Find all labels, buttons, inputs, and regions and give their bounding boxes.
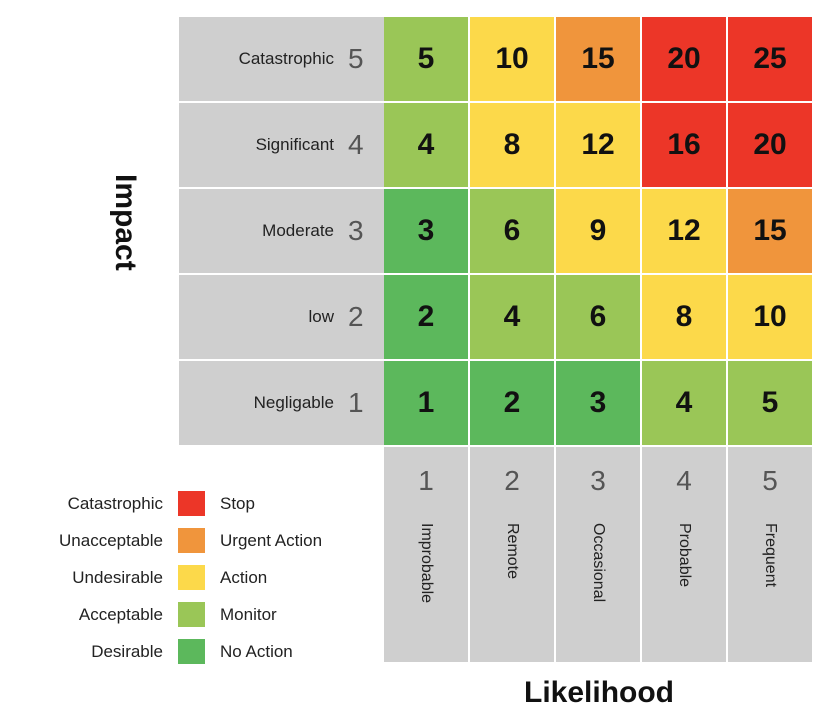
legend-swatch	[178, 602, 205, 627]
impact-level: 3	[348, 215, 364, 246]
risk-matrix: Catastrophic 5 5 10 15 20 25 Significant 4 4…	[179, 17, 814, 447]
likelihood-level: 2	[504, 465, 520, 496]
legend-row-stop: Catastrophic Stop	[20, 486, 365, 523]
risk-score-cell: 5	[384, 17, 468, 101]
legend-rating: Desirable	[91, 642, 163, 661]
likelihood-label: Occasional	[590, 523, 607, 603]
impact-row-header: low 2	[179, 275, 384, 359]
legend-swatch	[178, 565, 205, 590]
likelihood-col-5: 5 Frequent	[728, 447, 812, 662]
legend-action: Urgent Action	[220, 531, 323, 550]
risk-score-cell: 3	[384, 189, 468, 273]
legend-row-urgent-action: Unacceptable Urgent Action	[20, 523, 365, 560]
risk-score-cell: 5	[728, 361, 812, 445]
impact-row-header: Moderate 3	[179, 189, 384, 273]
risk-score-cell: 6	[470, 189, 554, 273]
impact-row-2: low 2 2 4 6 8 10	[179, 275, 814, 361]
risk-score-cell: 4	[470, 275, 554, 359]
risk-score-cell: 2	[470, 361, 554, 445]
legend-row-action: Undesirable Action	[20, 560, 365, 597]
likelihood-axis-title: Likelihood	[524, 676, 674, 709]
legend-swatch	[178, 639, 205, 664]
risk-score-cell: 15	[728, 189, 812, 273]
impact-axis-label: Impact	[109, 174, 142, 271]
likelihood-col-3: 3 Occasional	[556, 447, 640, 662]
likelihood-col-1: 1 Improbable	[384, 447, 468, 662]
risk-score-cell: 4	[642, 361, 726, 445]
risk-score-cell: 20	[642, 17, 726, 101]
likelihood-label: Frequent	[762, 523, 779, 588]
risk-score-cell: 12	[556, 103, 640, 187]
risk-score-cell: 12	[642, 189, 726, 273]
legend: Catastrophic Stop Unacceptable Urgent Ac…	[20, 486, 365, 671]
legend-swatch	[178, 491, 205, 516]
legend-row-monitor: Acceptable Monitor	[20, 597, 365, 634]
likelihood-headers: 1 Improbable 2 Remote 3 Occasional 4 Pro…	[384, 447, 814, 662]
impact-level: 2	[348, 301, 364, 332]
risk-score-cell: 25	[728, 17, 812, 101]
likelihood-label: Remote	[504, 523, 521, 580]
impact-row-4: Significant 4 4 8 12 16 20	[179, 103, 814, 189]
risk-score-cell: 9	[556, 189, 640, 273]
impact-row-header: Catastrophic 5	[179, 17, 384, 101]
legend-rating: Unacceptable	[59, 531, 163, 550]
risk-score-cell: 3	[556, 361, 640, 445]
legend-action: No Action	[220, 642, 293, 661]
risk-score-cell: 8	[642, 275, 726, 359]
impact-level: 4	[348, 129, 364, 160]
risk-score-cell: 16	[642, 103, 726, 187]
impact-row-header: Negligable 1	[179, 361, 384, 445]
legend-rating: Undesirable	[72, 568, 163, 587]
legend-action: Action	[220, 568, 268, 587]
likelihood-level: 5	[762, 465, 778, 496]
impact-label: low	[308, 307, 334, 326]
likelihood-level: 1	[418, 465, 434, 496]
legend-action: Stop	[220, 494, 255, 513]
likelihood-label: Probable	[676, 523, 693, 588]
likelihood-level: 3	[590, 465, 606, 496]
likelihood-col-2: 2 Remote	[470, 447, 554, 662]
risk-score-cell: 20	[728, 103, 812, 187]
risk-score-cell: 2	[384, 275, 468, 359]
risk-score-cell: 15	[556, 17, 640, 101]
impact-label: Catastrophic	[238, 49, 334, 68]
impact-label: Negligable	[253, 393, 334, 412]
risk-score-cell: 1	[384, 361, 468, 445]
impact-label: Moderate	[262, 221, 334, 240]
likelihood-label: Improbable	[418, 523, 435, 604]
risk-score-cell: 4	[384, 103, 468, 187]
legend-swatch	[178, 528, 205, 553]
risk-score-cell: 6	[556, 275, 640, 359]
risk-score-cell: 8	[470, 103, 554, 187]
likelihood-col-4: 4 Probable	[642, 447, 726, 662]
impact-row-header: Significant 4	[179, 103, 384, 187]
impact-label: Significant	[255, 135, 334, 154]
risk-score-cell: 10	[728, 275, 812, 359]
impact-level: 5	[348, 43, 364, 74]
legend-rating: Catastrophic	[67, 494, 163, 513]
legend-rating: Acceptable	[78, 605, 163, 624]
risk-score-cell: 10	[470, 17, 554, 101]
impact-row-5: Catastrophic 5 5 10 15 20 25	[179, 17, 814, 103]
legend-row-no-action: Desirable No Action	[20, 634, 365, 671]
impact-level: 1	[348, 387, 364, 418]
legend-action: Monitor	[220, 605, 277, 624]
impact-row-3: Moderate 3 3 6 9 12 15	[179, 189, 814, 275]
likelihood-level: 4	[676, 465, 692, 496]
